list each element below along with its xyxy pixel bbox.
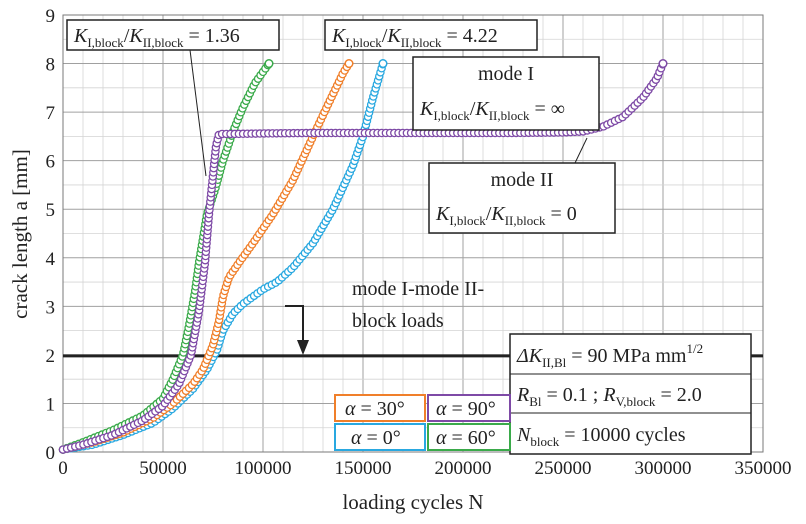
ratio-136-leader <box>189 49 207 177</box>
y-tick-label: 2 <box>46 346 56 367</box>
data-point <box>344 59 354 69</box>
y-axis-label: crack length a [mm] <box>8 149 32 319</box>
data-point <box>264 59 274 69</box>
x-tick-label: 100000 <box>235 458 292 479</box>
legend-item-alpha-30: α = 30° <box>334 394 426 422</box>
svg-text:KI,block/KII,block = ∞: KI,block/KII,block = ∞ <box>419 98 565 123</box>
x-tick-label: 300000 <box>635 458 692 479</box>
y-tick-label: 9 <box>46 6 56 27</box>
x-tick-label: 0 <box>58 458 68 479</box>
block-load-arrow <box>285 305 304 344</box>
series-90-deg <box>58 59 668 454</box>
svg-text:RBl = 0.1 ; RV,block = 2.0: RBl = 0.1 ; RV,block = 2.0 <box>516 384 702 409</box>
y-tick-label: 3 <box>46 297 56 318</box>
tick-labels: 0 50000 100000 150000 200000 250000 300000 3500… <box>46 6 792 479</box>
block-label-line1: mode I-mode II- <box>352 278 484 300</box>
y-tick-label: 5 <box>46 200 56 221</box>
x-tick-label: 350000 <box>735 458 792 479</box>
block-label-line2: block loads <box>352 310 444 332</box>
data-point <box>658 59 668 69</box>
block-load-arrowhead <box>297 340 309 355</box>
svg-text:α = 30°: α = 30° <box>345 398 405 420</box>
data-point <box>378 59 388 69</box>
svg-text:Nblock = 10000 cycles: Nblock = 10000 cycles <box>516 424 686 449</box>
legend: α = 30° α = 90° α = 0° α = 60° <box>334 394 511 451</box>
y-tick-label: 6 <box>46 152 56 173</box>
y-tick-label: 8 <box>46 55 56 76</box>
y-tick-label: 4 <box>46 249 56 270</box>
x-tick-label: 50000 <box>139 458 187 479</box>
parameter-box: ΔKII,Bl = 90 MPa mm1/2 RBl = 0.1 ; RV,bl… <box>509 333 752 455</box>
legend-item-alpha-90: α = 90° <box>427 394 511 422</box>
plot-frame <box>62 14 764 453</box>
svg-text:KI,block/KII,block = 0: KI,block/KII,block = 0 <box>435 203 577 228</box>
svg-text:ΔKII,Bl = 90 MPa mm1/2: ΔKII,Bl = 90 MPa mm1/2 <box>516 341 703 370</box>
svg-text:α = 90°: α = 90° <box>436 398 496 420</box>
svg-text:KI,block/KII,block = 4.22: KI,block/KII,block = 4.22 <box>331 25 498 50</box>
svg-text:KI,block/KII,block = 1.36: KI,block/KII,block = 1.36 <box>73 25 240 50</box>
y-tick-label: 7 <box>46 103 56 124</box>
mode-i-annotation: mode I KI,block/KII,block = ∞ <box>412 56 600 131</box>
mode-ii-annotation: mode II KI,block/KII,block = 0 <box>428 162 616 234</box>
x-tick-label: 150000 <box>335 458 392 479</box>
x-tick-label: 250000 <box>535 458 592 479</box>
x-tick-label: 200000 <box>435 458 492 479</box>
svg-text:α = 60°: α = 60° <box>436 427 496 449</box>
mode-ii-leader <box>574 137 588 164</box>
series-layer <box>58 59 668 454</box>
ratio-422-annotation: KI,block/KII,block = 4.22 <box>324 19 538 51</box>
svg-text:mode II: mode II <box>491 169 554 191</box>
svg-text:α = 0°: α = 0° <box>351 427 401 449</box>
legend-item-alpha-0: α = 0° <box>334 423 426 451</box>
x-axis-label: loading cycles N <box>342 490 483 514</box>
y-tick-label: 1 <box>46 394 56 415</box>
y-tick-label: 0 <box>46 443 56 464</box>
legend-item-alpha-60: α = 60° <box>427 423 511 451</box>
ratio-136-annotation: KI,block/KII,block = 1.36 <box>66 19 280 51</box>
svg-text:mode I: mode I <box>478 63 534 85</box>
